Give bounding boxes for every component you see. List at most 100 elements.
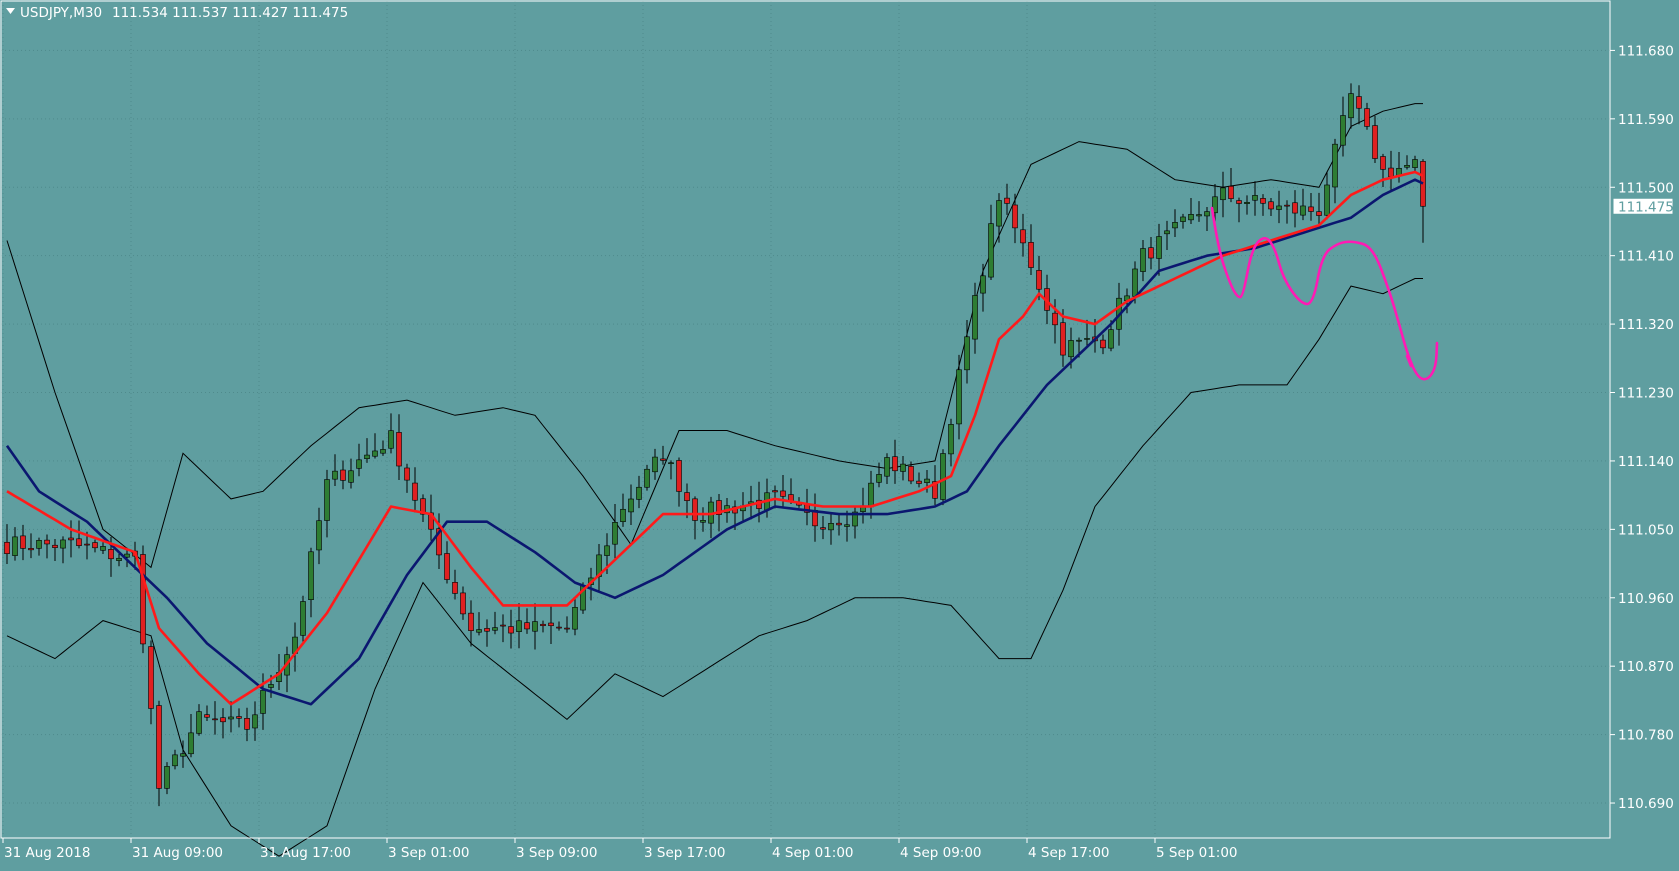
candle[interactable] [404, 463, 410, 493]
candle[interactable] [1316, 192, 1322, 226]
candle[interactable] [524, 608, 530, 634]
candle[interactable] [372, 433, 378, 459]
candle[interactable] [20, 524, 26, 561]
candle[interactable] [1228, 168, 1234, 203]
candle[interactable] [44, 534, 50, 559]
candle[interactable] [164, 762, 170, 795]
candle[interactable] [12, 527, 18, 561]
candle[interactable] [1020, 213, 1026, 257]
candle[interactable] [692, 496, 698, 540]
candle[interactable] [100, 542, 106, 555]
dropdown-triangle-icon[interactable] [6, 8, 15, 14]
candle[interactable] [412, 467, 418, 513]
candle[interactable] [68, 520, 74, 558]
candle[interactable] [492, 611, 498, 635]
candle[interactable] [836, 514, 842, 536]
candle[interactable] [1148, 236, 1154, 270]
candle[interactable] [948, 418, 954, 467]
candle[interactable] [700, 507, 706, 532]
time-axis[interactable]: 31 Aug 2018 31 Aug 09:00 31 Aug 17:00 3 Sep… [2, 838, 1238, 861]
candle[interactable] [172, 749, 178, 770]
candle[interactable] [116, 553, 122, 567]
candle[interactable] [468, 600, 474, 647]
candle[interactable] [1364, 102, 1370, 130]
candle[interactable] [1100, 334, 1106, 355]
candle[interactable] [1156, 223, 1162, 276]
candle[interactable] [996, 193, 1002, 243]
candle[interactable] [36, 537, 42, 556]
candle[interactable] [252, 701, 258, 741]
candle[interactable] [668, 460, 674, 480]
candle[interactable] [1268, 198, 1274, 217]
candle[interactable] [956, 354, 962, 440]
candle[interactable] [1028, 224, 1034, 275]
candle[interactable] [1196, 201, 1202, 222]
candle[interactable] [236, 708, 242, 728]
candle[interactable] [420, 494, 426, 523]
candle[interactable] [444, 541, 450, 584]
candle[interactable] [820, 515, 826, 540]
candle[interactable] [324, 469, 330, 538]
candle[interactable] [940, 449, 946, 506]
candle[interactable] [516, 603, 522, 649]
candle[interactable] [1060, 309, 1066, 367]
candle[interactable] [308, 547, 314, 618]
candle[interactable] [1252, 181, 1258, 216]
candle[interactable] [980, 263, 986, 312]
candle[interactable] [972, 282, 978, 354]
candle[interactable] [964, 320, 970, 384]
candle[interactable] [92, 539, 98, 553]
candle[interactable] [52, 539, 58, 561]
candle[interactable] [220, 708, 226, 739]
candle[interactable] [1172, 209, 1178, 237]
candle[interactable] [500, 614, 506, 643]
candle[interactable] [4, 524, 10, 565]
candle[interactable] [148, 640, 154, 725]
candle[interactable] [1204, 206, 1210, 231]
candle[interactable] [76, 520, 82, 549]
candle[interactable] [852, 505, 858, 539]
candle[interactable] [156, 700, 162, 807]
candle[interactable] [332, 454, 338, 486]
price-axis[interactable]: 111.680 111.590 111.500 111.410 111.320 111.2… [1610, 43, 1674, 812]
hand-drawn-projection[interactable] [1210, 206, 1439, 381]
candle[interactable] [196, 704, 202, 736]
candle[interactable] [876, 462, 882, 488]
candle[interactable] [1412, 155, 1418, 171]
candle[interactable] [188, 713, 194, 758]
candle[interactable] [1372, 116, 1378, 163]
candle[interactable] [348, 458, 354, 489]
candle[interactable] [1356, 85, 1362, 125]
candle[interactable] [484, 619, 490, 647]
candle[interactable] [1164, 220, 1170, 251]
candle[interactable] [204, 705, 210, 722]
candle[interactable] [180, 740, 186, 768]
candle[interactable] [572, 597, 578, 636]
candle[interactable] [1084, 319, 1090, 347]
candle[interactable] [1332, 138, 1338, 204]
candle[interactable] [908, 461, 914, 485]
candle[interactable] [1300, 188, 1306, 221]
candle[interactable] [636, 475, 642, 509]
candle[interactable] [652, 448, 658, 480]
candle[interactable] [1012, 193, 1018, 244]
candle[interactable] [1244, 195, 1250, 215]
projection-stroke[interactable] [1210, 206, 1439, 381]
candle[interactable] [1236, 197, 1242, 223]
candle[interactable] [548, 606, 554, 645]
candle[interactable] [772, 485, 778, 509]
candle[interactable] [452, 569, 458, 600]
candle[interactable] [612, 503, 618, 559]
candle[interactable] [396, 414, 402, 480]
candle[interactable] [556, 621, 562, 631]
candle[interactable] [540, 620, 546, 633]
candle[interactable] [1292, 190, 1298, 228]
candle[interactable] [1052, 299, 1058, 344]
candle[interactable] [884, 453, 890, 485]
candle[interactable] [628, 484, 634, 526]
candle[interactable] [316, 507, 322, 565]
candle[interactable] [228, 701, 234, 733]
candle[interactable] [364, 438, 370, 463]
candle[interactable] [1140, 240, 1146, 282]
